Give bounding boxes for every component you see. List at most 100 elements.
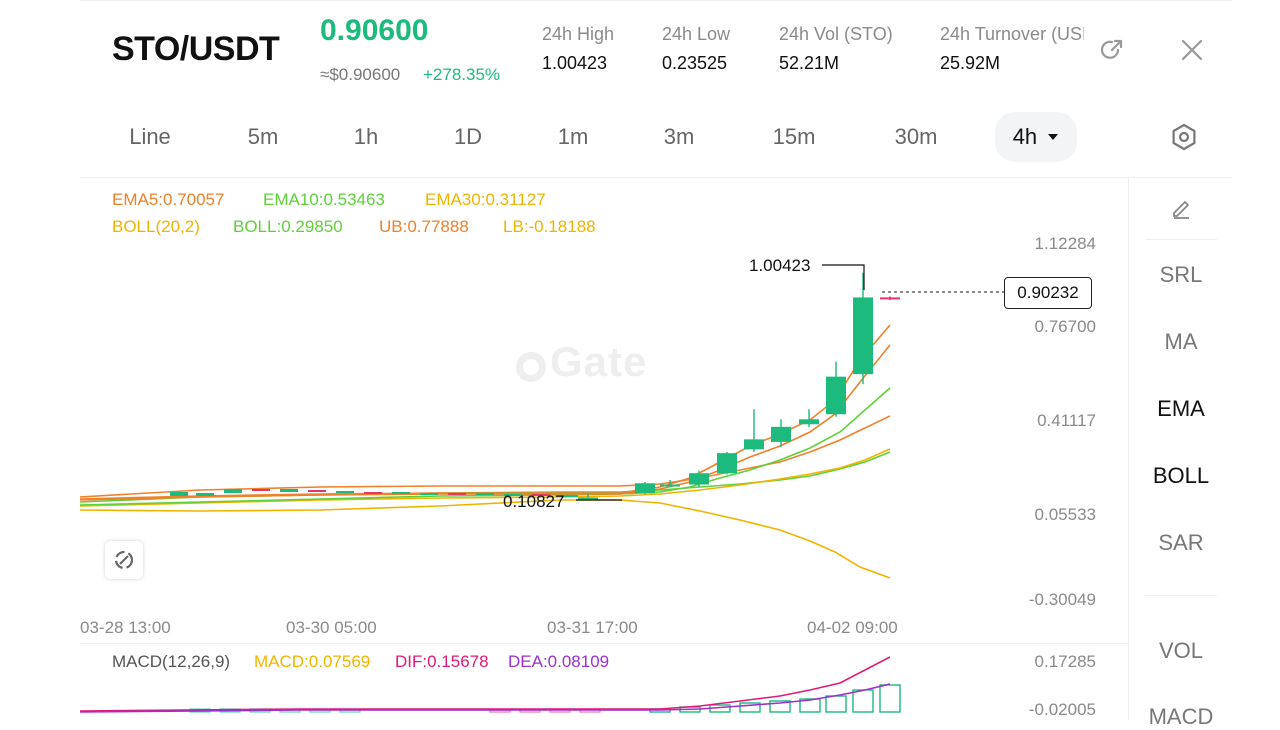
timeframe-tabs: Line 5m 1h 1D 1m 3m 15m 30m 4h (80, 112, 1232, 162)
macd-y-tick: -0.02005 (1028, 700, 1096, 719)
sidebar-item-sar[interactable]: SAR (1158, 530, 1204, 555)
macd-dif-line (79, 656, 891, 712)
candle-body (744, 439, 764, 450)
candle-early (336, 491, 354, 493)
candle-body (689, 473, 709, 485)
stat-value: 52.21M (779, 53, 840, 73)
candle-early (448, 493, 466, 495)
y-tick: 0.76700 (1034, 317, 1096, 336)
stat-label: 24h Low (662, 24, 731, 44)
sidebar-item-ema[interactable]: EMA (1157, 396, 1205, 421)
gate-watermark: Gate (516, 338, 647, 386)
pencil-icon (1173, 201, 1189, 219)
tab-30m[interactable]: 30m (894, 124, 938, 149)
sidebar-item-vol[interactable]: VOL (1158, 638, 1204, 663)
macd-legend-dif: DIF:0.15678 (395, 652, 489, 671)
x-tick: 03-31 17:00 (547, 618, 638, 637)
close-button[interactable] (1176, 34, 1208, 66)
candle-body (635, 483, 655, 494)
candle-early (280, 489, 298, 492)
tab-3m[interactable]: 3m (663, 124, 695, 149)
legend-lb: LB:-0.18188 (503, 217, 596, 236)
macd-legend-macd: MACD:0.07569 (254, 652, 371, 671)
close-icon (1181, 39, 1203, 61)
y-tick: -0.30049 (1028, 590, 1096, 609)
ema5-line (79, 344, 891, 501)
high-price-annotation: 1.00423 (749, 256, 811, 275)
stat-label: 24h Vol (STO) (779, 24, 893, 44)
indicator-sidebar: SRL MA EMA BOLL SAR VOL MACD (1128, 178, 1233, 729)
caret-down-icon (1048, 134, 1059, 140)
macd-bar (799, 698, 821, 713)
candle-early (476, 493, 494, 495)
x-tick: 03-28 13:00 (80, 618, 171, 637)
stat-value: 0.23525 (662, 53, 728, 73)
tab-line[interactable]: Line (129, 124, 171, 149)
macd-legend-dea: DEA:0.08109 (508, 652, 610, 671)
tab-1m[interactable]: 1m (557, 124, 589, 149)
share-icon (1100, 39, 1123, 59)
candle-early (560, 495, 578, 497)
macd-divider (80, 643, 1128, 644)
tab-1h[interactable]: 1h (353, 124, 379, 149)
stat-24h-turnover: 24h Turnover (USDT) 25.92M (940, 24, 1084, 74)
legend-boll: BOLL(20,2) (112, 217, 200, 236)
candle-early (252, 489, 270, 491)
x-tick: 03-30 05:00 (286, 618, 377, 637)
macd-bar (852, 689, 874, 713)
candle-body (717, 453, 737, 474)
macd-bar (825, 695, 847, 713)
stat-value: 1.00423 (542, 53, 608, 73)
tab-5m[interactable]: 5m (247, 124, 279, 149)
legend-boll-mid: BOLL:0.29850 (233, 217, 343, 236)
tab-15m[interactable]: 15m (772, 124, 816, 149)
last-price: 0.90600 (320, 14, 429, 47)
candle-early (504, 494, 522, 496)
legend-ub: UB:0.77888 (379, 217, 469, 236)
candles-recent (578, 272, 900, 500)
stat-label: 24h High (542, 24, 615, 44)
candlestick-chart[interactable] (0, 0, 1128, 720)
tab-4h[interactable]: 4h (995, 112, 1077, 162)
sidebar-divider (1145, 239, 1217, 240)
macd-bar (769, 700, 791, 713)
tab-1d[interactable]: 1D (453, 124, 483, 149)
candle-early (170, 492, 188, 496)
candles-early (170, 489, 578, 497)
sidebar-item-srl[interactable]: SRL (1159, 262, 1203, 287)
ema10-line (79, 387, 891, 506)
macd-histogram (189, 684, 901, 713)
ema5-upper-line (79, 324, 891, 500)
legend-ema5: EMA5:0.70057 (112, 190, 225, 209)
sidebar-item-ma[interactable]: MA (1164, 329, 1198, 354)
sidebar-divider (1145, 595, 1217, 596)
pair-title: STO/USDT (112, 30, 280, 68)
share-button[interactable] (1096, 34, 1128, 66)
boll-ub-line (79, 415, 891, 498)
candle-body (853, 297, 873, 375)
price-change-percent: +278.35% (423, 65, 501, 84)
candle-early (364, 492, 382, 494)
stat-24h-low: 24h Low 0.23525 (662, 24, 762, 74)
candle-early (224, 489, 242, 493)
candle-body (826, 376, 846, 415)
macd-dea-line (79, 683, 891, 713)
x-tick: 04-02 09:00 (807, 618, 898, 637)
ema30-line (79, 448, 891, 507)
high-marker-line (822, 264, 865, 290)
stat-label: 24h Turnover (USDT) (940, 24, 1084, 44)
candle-early (532, 494, 550, 496)
sidebar-item-boll[interactable]: BOLL (1152, 463, 1210, 488)
tabs-divider (80, 177, 1232, 178)
macd-bar (879, 684, 901, 713)
candle-body (880, 297, 900, 300)
rotate-icon (114, 550, 134, 570)
sidebar-item-macd[interactable]: MACD (1148, 704, 1214, 729)
edit-drawing-button[interactable] (1167, 194, 1195, 222)
candle-early (420, 493, 438, 495)
chart-settings-button[interactable] (1168, 121, 1200, 153)
macd-y-tick: 0.17285 (1034, 652, 1096, 671)
stat-value: 25.92M (940, 53, 1001, 73)
candle-early (196, 493, 214, 496)
drawing-tool-button[interactable] (105, 541, 143, 579)
